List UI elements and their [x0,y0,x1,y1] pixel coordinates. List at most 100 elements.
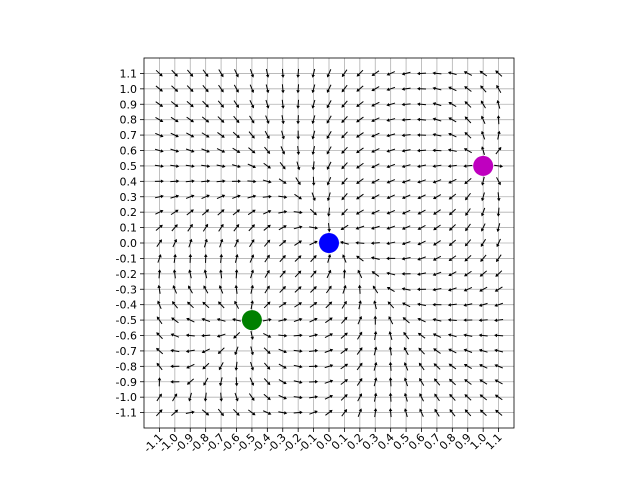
field-arrow [448,348,457,354]
field-arrow-shape [447,164,457,168]
field-arrow-shape [479,286,488,292]
field-arrow [311,115,316,125]
field-arrow-shape [401,149,411,153]
field-arrow [326,269,332,279]
field-arrow-shape [342,285,347,294]
field-arrow [478,348,488,353]
field-arrow [262,179,272,184]
field-arrow [494,394,503,401]
field-arrow-shape [154,194,164,199]
field-arrow [340,379,348,385]
field-arrow [309,410,318,415]
field-arrow-shape [326,100,332,109]
field-arrow-shape [479,409,487,417]
field-arrow [340,224,349,231]
field-arrow [358,300,362,310]
field-arrow-shape [170,194,180,199]
field-arrow [279,162,286,170]
field-arrow [495,270,503,277]
field-arrow-shape [170,364,180,369]
field-arrow [263,362,271,370]
field-arrow-shape [234,346,239,356]
field-arrow-shape [170,380,180,384]
field-arrow [463,303,473,307]
field-arrow [356,101,364,108]
field-arrow [401,256,411,261]
field-arrow-shape [386,286,395,293]
field-arrow [448,101,457,107]
field-arrow-shape [171,69,178,77]
field-arrow [170,364,180,369]
field-arrow [203,377,209,386]
field-arrow [233,223,240,232]
field-arrow-shape [265,68,270,78]
field-arrow [481,192,485,202]
field-arrow [324,379,334,384]
field-arrow [447,303,457,307]
field-arrow-shape [371,117,380,122]
y-tick-label: 0.4 [120,175,138,188]
field-arrow [464,101,472,108]
field-arrow [497,130,501,140]
field-arrow-shape [293,395,303,400]
field-arrow-shape [154,179,164,184]
field-arrow [309,395,319,399]
field-arrow [481,130,486,140]
y-tick-label: -0.7 [116,345,137,358]
field-arrow-shape [448,363,457,370]
field-arrow-shape [356,162,364,169]
field-arrow-shape [185,333,195,338]
field-arrow-shape [417,332,426,339]
field-arrow-shape [480,115,486,125]
field-arrow [325,301,333,309]
field-arrow [218,285,224,294]
field-arrow-shape [170,179,180,183]
field-arrow-shape [448,348,457,354]
field-arrow [448,378,456,386]
field-arrow-shape [341,316,348,324]
field-arrow-shape [447,71,457,76]
field-arrow [419,408,424,417]
field-arrow-shape [233,408,240,416]
field-arrow [232,317,241,322]
field-arrow-shape [434,378,441,386]
field-arrow [432,148,442,153]
field-arrow [216,148,226,153]
field-arrow-shape [263,378,271,386]
field-arrow-shape [201,164,211,168]
field-arrow-shape [327,254,332,263]
field-arrow [155,117,164,123]
field-arrow-shape [311,99,316,109]
field-arrow [371,194,380,200]
field-arrow-shape [281,99,285,109]
field-arrow [417,133,427,137]
field-arrow-shape [234,361,239,371]
field-arrow-shape [386,86,396,91]
field-arrow [172,238,178,248]
field-arrow [263,239,271,247]
field-arrow-shape [386,118,396,122]
field-arrow-shape [417,133,427,137]
field-arrow [264,285,270,294]
field-arrow-shape [170,209,179,216]
field-arrow [401,102,411,107]
field-arrow [386,102,396,107]
field-arrow-shape [250,331,254,340]
field-arrow [387,301,395,309]
field-arrow-shape [432,117,442,122]
field-arrow [447,333,457,338]
field-arrow [386,256,396,261]
field-arrow [371,86,380,92]
field-arrow [263,332,272,338]
field-arrow [417,225,426,230]
y-tick-label: 0.8 [120,114,138,127]
field-arrow-shape [388,361,393,371]
field-arrow [278,317,288,322]
field-arrow-shape [185,349,195,353]
field-arrow-shape [156,362,163,371]
field-arrow-shape [327,207,331,217]
field-arrow-shape [463,303,473,307]
field-arrow-shape [370,256,380,260]
field-arrow-shape [155,209,164,215]
field-arrow [464,379,472,385]
